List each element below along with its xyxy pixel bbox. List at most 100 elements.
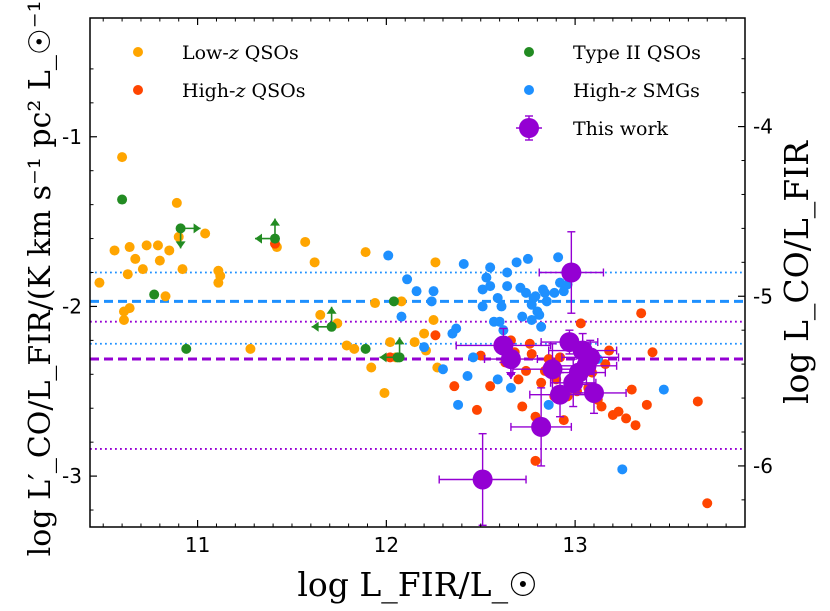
low-z-qsos-point-25 <box>300 236 311 247</box>
type-ii-qsos-point-4 <box>360 343 371 354</box>
low-z-qsos-point-31 <box>360 247 371 258</box>
this-work-point-1 <box>472 469 493 490</box>
type-ii-qso-limits-point-4 <box>394 352 405 363</box>
high-z-smgs-point-3 <box>402 274 413 285</box>
high-z-smgs-point-28 <box>505 382 516 393</box>
high-z-smgs-point-18 <box>485 262 496 273</box>
y-tick-label-left--3: -3 <box>62 464 82 488</box>
y-tick-label-left--2: -2 <box>62 294 82 318</box>
legend-marker-1 <box>133 47 143 57</box>
low-z-qsos-point-15 <box>164 245 175 256</box>
type-ii-qso-limits-3-arrow-up-head <box>326 306 337 314</box>
this-work-point-13 <box>580 347 601 368</box>
legend-label-3-pre: Type II QSOs <box>573 42 701 64</box>
type-ii-qso-limits-4-arrow-left-head <box>379 352 387 363</box>
legend-label-2: High-z QSOs <box>182 80 305 102</box>
low-z-qsos-point-33 <box>370 298 381 309</box>
legend-label-4: High-z SMGs <box>573 80 700 102</box>
low-z-qsos-point-17 <box>173 231 184 242</box>
low-z-qsos-point-34 <box>379 387 390 398</box>
low-z-qsos-point-37 <box>396 296 407 307</box>
this-work-limit-1-arrow-down-head <box>505 372 516 380</box>
low-z-qsos-point-14 <box>160 291 171 302</box>
legend-label-1-post: QSOs <box>239 42 299 64</box>
type-ii-qsos-point-3 <box>181 343 192 354</box>
legend-label-1: Low-z QSOs <box>182 42 299 64</box>
legend-label-4-pre: High- <box>573 80 626 102</box>
type-ii-qso-limits-point-3 <box>326 321 337 332</box>
legend-label-5: This work <box>573 118 669 140</box>
high-z-qsos-point-47 <box>702 498 713 509</box>
high-z-smgs-point-13 <box>462 370 473 381</box>
high-z-qsos-point-3 <box>430 330 441 341</box>
high-z-qsos-point-4 <box>449 381 460 392</box>
high-z-qsos-point-6 <box>475 350 486 361</box>
high-z-smgs-point-43 <box>541 296 552 307</box>
high-z-qsos-point-42 <box>630 420 641 431</box>
high-z-smgs-point-32 <box>521 287 532 298</box>
y-tick-label-right--4: -4 <box>753 115 773 139</box>
high-z-qsos-point-14 <box>524 338 535 349</box>
this-work-point-6 <box>550 384 571 405</box>
y-tick-label-right--6: -6 <box>753 454 773 478</box>
low-z-qsos-point-1 <box>94 277 105 288</box>
y-tick-label-left--1: -1 <box>62 125 82 149</box>
low-z-qsos-point-29 <box>341 340 352 351</box>
legend-label-2-pre: High- <box>182 80 235 102</box>
legend-marker-3 <box>524 47 534 57</box>
high-z-smgs-point-12 <box>458 259 469 270</box>
high-z-smgs-point-33 <box>522 253 533 264</box>
type-ii-qsos-point-5 <box>388 296 399 307</box>
this-work-point-14 <box>583 382 604 403</box>
legend-label-2-italic: z <box>234 80 246 102</box>
high-z-smgs-point-2 <box>396 311 407 322</box>
legend-label-5-pre: This work <box>573 118 669 140</box>
low-z-qsos-point-18 <box>177 264 188 275</box>
legend-label-2-post: QSOs <box>245 80 305 102</box>
this-work-point-4 <box>531 416 552 437</box>
high-z-smgs-point-37 <box>530 291 541 302</box>
y-tick-label-right--5: -5 <box>753 284 773 308</box>
high-z-smgs-point-5 <box>419 342 430 353</box>
high-z-qsos-point-25 <box>558 415 569 426</box>
high-z-qsos-point-36 <box>600 359 611 370</box>
low-z-qsos-point-26 <box>309 257 320 268</box>
low-z-qsos-point-23 <box>245 343 256 354</box>
type-ii-qsos-point-2 <box>149 289 160 300</box>
low-z-qsos-point-41 <box>428 315 439 326</box>
low-z-qsos-point-10 <box>137 264 148 275</box>
high-z-smgs-point-47 <box>555 277 566 288</box>
low-z-qsos-point-12 <box>152 240 163 251</box>
legend-marker-4 <box>524 85 534 95</box>
high-z-smgs-point-46 <box>553 252 564 263</box>
type-ii-qso-limits-2-arrow-left-head <box>254 233 262 244</box>
high-z-qsos-point-46 <box>692 396 703 407</box>
high-z-smgs-point-44 <box>543 399 554 410</box>
x-tick-label-11: 11 <box>185 533 210 557</box>
low-z-qsos-point-27 <box>315 309 326 320</box>
high-z-smgs-point-23 <box>494 316 505 327</box>
high-z-smgs-point-22 <box>492 374 503 385</box>
low-z-qsos-point-3 <box>117 152 128 163</box>
low-z-qsos-point-9 <box>130 253 141 264</box>
type-ii-qsos-point-1 <box>117 194 128 205</box>
legend-label-4-italic: z <box>625 80 637 102</box>
low-z-qsos-point-22 <box>215 270 226 281</box>
y-axis-title-right: log L_CO/L_FIR <box>777 140 817 404</box>
high-z-qsos-point-15 <box>526 348 537 359</box>
low-z-qsos-point-35 <box>385 337 396 348</box>
high-z-qsos-point-39 <box>613 406 624 417</box>
high-z-qsos-point-13 <box>521 365 532 376</box>
high-z-qsos-point-17 <box>530 455 541 466</box>
legend-label-1-italic: z <box>228 42 240 64</box>
legend-label-1-pre: Low- <box>182 42 229 64</box>
high-z-smgs-point-17 <box>481 272 492 283</box>
high-z-smgs-point-27 <box>502 281 513 292</box>
high-z-qsos-point-41 <box>626 384 637 395</box>
type-ii-qso-limits-2-arrow-up-head <box>269 218 280 226</box>
high-z-qsos-point-19 <box>536 377 547 388</box>
legend-label-4-post: SMGs <box>636 80 699 102</box>
high-z-smgs-point-19 <box>485 281 496 292</box>
low-z-qsos-point-30 <box>349 343 360 354</box>
